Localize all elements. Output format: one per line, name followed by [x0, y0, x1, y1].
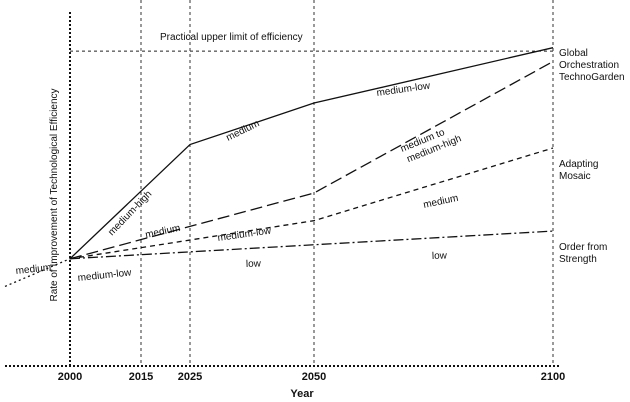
segment-label: medium [144, 223, 181, 241]
y-axis-label: Rate of Improvement of Technological Eff… [49, 88, 60, 301]
x-tick-2100: 2100 [541, 371, 565, 383]
series-line-order-from-strength [69, 230, 554, 260]
x-tick-2000: 2000 [58, 371, 82, 383]
series-name-global-orchestration: Global Orchestration [559, 48, 619, 71]
segment-label: medium-low [77, 267, 133, 284]
x-tick-2025: 2025 [178, 371, 202, 383]
series-name-adapting-mosaic: Adapting Mosaic [559, 159, 598, 182]
series-name-technogarden: TechnoGarden [559, 72, 625, 83]
upper-limit-label: Practical upper limit of efficiency [160, 32, 303, 43]
x-tick-labels: 2000 2015 2025 2050 2100 [58, 371, 565, 383]
series-line-adapting-mosaic [69, 147, 554, 260]
x-tick-2050: 2050 [302, 371, 326, 383]
year-gridlines [140, 0, 554, 366]
series-line-global-orchestration [69, 47, 554, 260]
segment-label: low [432, 250, 448, 262]
segment-label: medium [422, 193, 459, 211]
segment-label: medium tomedium-high [399, 122, 463, 166]
series-name-order-from-strength: Order from Strength [559, 242, 607, 265]
series-line-pre-2000 [4, 258, 71, 288]
x-axis-label: Year [290, 388, 314, 400]
segment-label: medium [15, 262, 52, 277]
x-tick-2015: 2015 [129, 371, 153, 383]
segment-label: medium-low [217, 225, 273, 244]
series-line-technogarden [69, 60, 554, 260]
segment-label: low [246, 258, 262, 270]
segment-label: medium [224, 118, 261, 143]
segment-label: medium-low [376, 80, 432, 99]
